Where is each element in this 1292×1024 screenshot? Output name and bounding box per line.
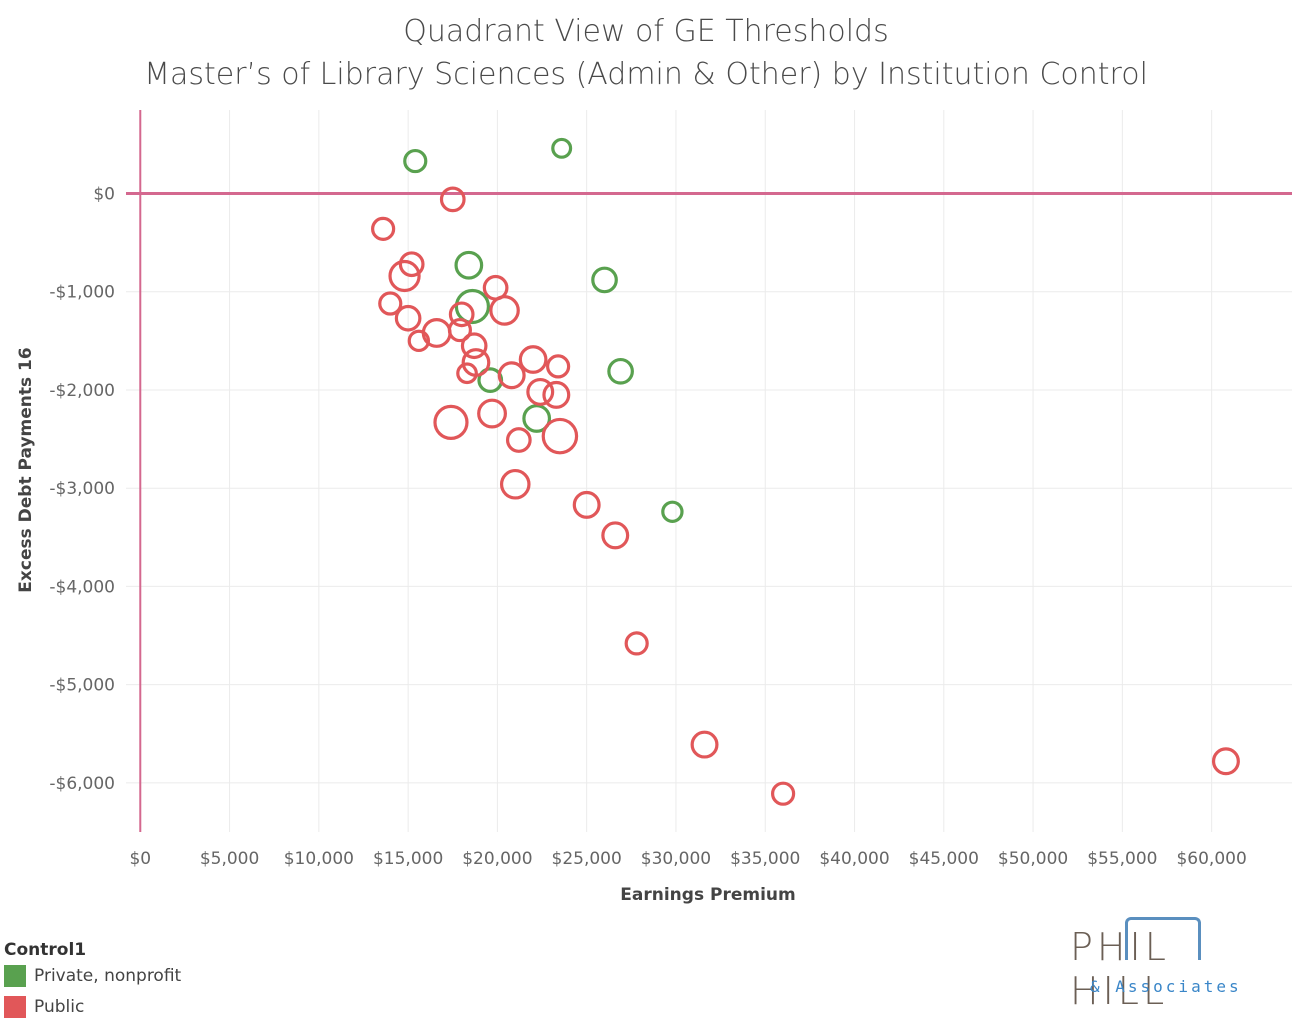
- point-private-nonprofit: [522, 404, 552, 433]
- y-tick-label: -$4,000: [49, 577, 115, 597]
- point-public: [601, 521, 630, 550]
- x-tick-label: $25,000: [552, 849, 622, 869]
- point-public: [542, 380, 571, 409]
- point-public: [518, 345, 548, 374]
- legend-title: Control1: [4, 940, 87, 960]
- x-tick-label: $35,000: [730, 849, 800, 869]
- legend-item-public[interactable]: Public: [4, 996, 84, 1018]
- point-public: [526, 377, 555, 406]
- x-tick-label: $55,000: [1087, 849, 1157, 869]
- point-private-nonprofit: [551, 137, 573, 159]
- point-public: [541, 417, 579, 455]
- point-public: [407, 329, 431, 353]
- point-public: [388, 259, 421, 293]
- x-tick-label: $60,000: [1176, 849, 1246, 869]
- point-private-nonprofit: [607, 357, 634, 385]
- point-private-nonprofit: [591, 266, 618, 294]
- y-tick-label: $0: [93, 184, 115, 204]
- x-tick-label: $10,000: [284, 849, 354, 869]
- point-private-nonprofit: [454, 288, 491, 325]
- company-logo: PHIL HILL & Associates: [1070, 915, 1270, 1013]
- point-public: [624, 631, 649, 656]
- point-public: [477, 398, 507, 429]
- point-public: [433, 404, 469, 440]
- point-private-nonprofit: [454, 250, 484, 280]
- y-tick-label: -$6,000: [49, 774, 115, 794]
- point-private-nonprofit: [403, 148, 428, 174]
- point-public: [448, 301, 475, 328]
- legend-swatch: [4, 996, 26, 1018]
- x-tick-label: $5,000: [200, 849, 259, 869]
- point-public: [371, 216, 396, 241]
- chart-title: Quadrant View of GE Thresholds: [403, 14, 889, 49]
- point-private-nonprofit: [661, 500, 684, 523]
- x-tick-label: $40,000: [819, 849, 889, 869]
- logo-main-text: PHIL HILL: [1070, 925, 1170, 1013]
- point-public: [378, 291, 403, 316]
- point-public: [497, 361, 526, 390]
- legend-swatch: [4, 965, 26, 987]
- chart-subtitle: Master’s of Library Sciences (Admin & Ot…: [144, 57, 1148, 92]
- logo-frame: [1125, 917, 1201, 960]
- y-tick-label: -$5,000: [49, 676, 115, 696]
- logo-sub-text: & Associates: [1090, 977, 1242, 996]
- point-public: [398, 251, 425, 278]
- x-tick-label: $15,000: [373, 849, 443, 869]
- x-axis-title: Earnings Premium: [620, 885, 795, 905]
- x-tick-label: $30,000: [641, 849, 711, 869]
- point-public: [572, 490, 601, 519]
- y-tick-label: -$2,000: [49, 381, 115, 401]
- point-public: [489, 295, 520, 326]
- x-tick-label: $45,000: [909, 849, 979, 869]
- y-axis-title: Excess Debt Payments 16: [16, 347, 36, 592]
- legend-label: Public: [34, 997, 85, 1017]
- point-public: [439, 186, 466, 213]
- point-public: [771, 781, 796, 806]
- point-public: [690, 730, 719, 759]
- x-tick-label: $20,000: [462, 849, 532, 869]
- x-tick-label: $0: [129, 849, 151, 869]
- point-public: [460, 332, 488, 360]
- point-public: [394, 304, 422, 332]
- point-public: [1211, 747, 1240, 776]
- y-tick-label: -$1,000: [49, 283, 115, 303]
- point-public: [546, 354, 571, 379]
- point-public: [505, 427, 532, 453]
- legend-item-private-nonprofit[interactable]: Private, nonprofit: [4, 965, 181, 987]
- point-public: [456, 362, 478, 385]
- x-tick-label: $50,000: [998, 849, 1068, 869]
- legend-label: Private, nonprofit: [34, 966, 182, 986]
- y-tick-label: -$3,000: [49, 479, 115, 499]
- point-public: [499, 468, 531, 500]
